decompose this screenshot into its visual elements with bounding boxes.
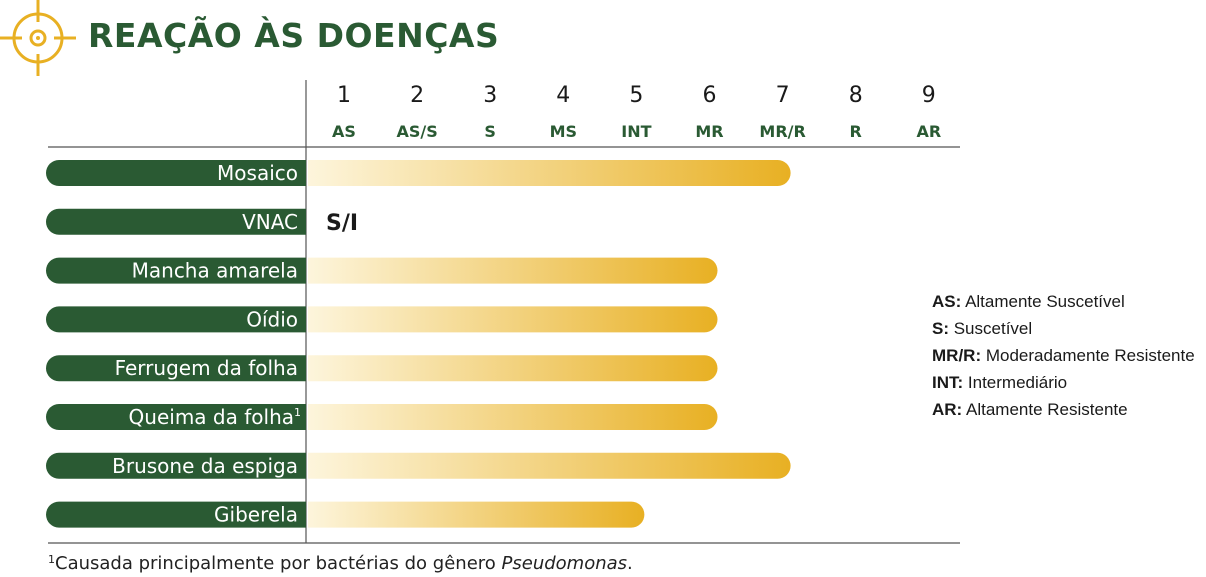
scale-number-label: 6 <box>703 83 717 108</box>
category-label: Brusone da espiga <box>112 454 298 478</box>
legend-text: Altamente Suscetível <box>961 292 1125 311</box>
category-superscript: 1 <box>294 406 301 419</box>
category-label: VNAC <box>242 210 298 234</box>
category-label-pill <box>46 208 306 235</box>
legend-text: Suscetível <box>949 319 1033 338</box>
category-label-pill <box>46 404 306 430</box>
scale-code-label: INT <box>621 122 651 141</box>
scale-code-label: AR <box>916 122 941 141</box>
legend-text: Moderadamente Resistente <box>981 346 1195 365</box>
footnote-text: Causada principalmente por bactérias do … <box>55 553 502 574</box>
legend-key: AS: <box>932 292 962 311</box>
bar <box>308 355 718 382</box>
scale-code-label: MR <box>695 122 723 141</box>
bar <box>308 404 718 430</box>
category-label: Oídio <box>246 307 298 331</box>
scale-code-label: R <box>850 122 862 141</box>
legend: AS: Altamente Suscetível S: Suscetível MR/… <box>932 288 1195 423</box>
legend-key: INT: <box>932 373 964 392</box>
category-label-pill <box>46 257 306 284</box>
scale-number-label: 1 <box>337 83 351 108</box>
scale-code-label: AS/S <box>396 122 437 141</box>
category-label-pill <box>46 160 306 186</box>
legend-entry: AR: Altamente Resistente <box>932 396 1195 423</box>
legend-key: AR: <box>932 400 963 419</box>
category-label-pill <box>46 501 306 528</box>
scale-code-label: AS <box>332 122 356 141</box>
category-label-pill <box>46 355 306 382</box>
value-label: S/I <box>326 211 358 236</box>
legend-entry: S: Suscetível <box>932 315 1195 342</box>
legend-key: S: <box>932 319 949 338</box>
scale-number-label: 8 <box>849 83 863 108</box>
scale-code-label: MR/R <box>759 122 805 141</box>
scale-number-label: 9 <box>922 83 936 108</box>
bar <box>308 160 791 186</box>
bar <box>308 257 718 284</box>
category-label: Giberela <box>214 503 298 527</box>
scale-number-label: 3 <box>483 83 497 108</box>
category-label-pill <box>46 452 306 479</box>
legend-text: Intermediário <box>963 373 1068 392</box>
legend-entry: INT: Intermediário <box>932 369 1195 396</box>
category-label: Queima da folha <box>129 405 294 429</box>
footnote-italic: Pseudomonas <box>501 553 628 574</box>
legend-key: MR/R: <box>932 346 982 365</box>
legend-entry: MR/R: Moderadamente Resistente <box>932 342 1195 369</box>
scale-code-label: MS <box>550 122 577 141</box>
scale-code-label: S <box>484 122 496 141</box>
scale-number-label: 2 <box>410 83 424 108</box>
footnote-end: . <box>627 553 633 574</box>
chart-title: REAÇÃO ÀS DOENÇAS <box>88 16 500 55</box>
scale-number-label: 7 <box>776 83 790 108</box>
scale-number-label: 5 <box>629 83 643 108</box>
scale-number-label: 4 <box>556 83 570 108</box>
legend-entry: AS: Altamente Suscetível <box>932 288 1195 315</box>
legend-text: Altamente Resistente <box>962 400 1128 419</box>
bar <box>308 306 718 333</box>
footnote: 1Causada principalmente por bactérias do… <box>48 553 633 574</box>
category-label: Ferrugem da folha <box>115 356 298 380</box>
category-label: Mancha amarela <box>132 259 298 283</box>
crosshair-target-icon <box>0 0 76 76</box>
category-label: Mosaico <box>217 161 298 185</box>
category-label-pill <box>46 306 306 333</box>
footnote-marker: 1 <box>48 553 55 566</box>
bar <box>308 452 791 479</box>
bar <box>308 501 645 528</box>
